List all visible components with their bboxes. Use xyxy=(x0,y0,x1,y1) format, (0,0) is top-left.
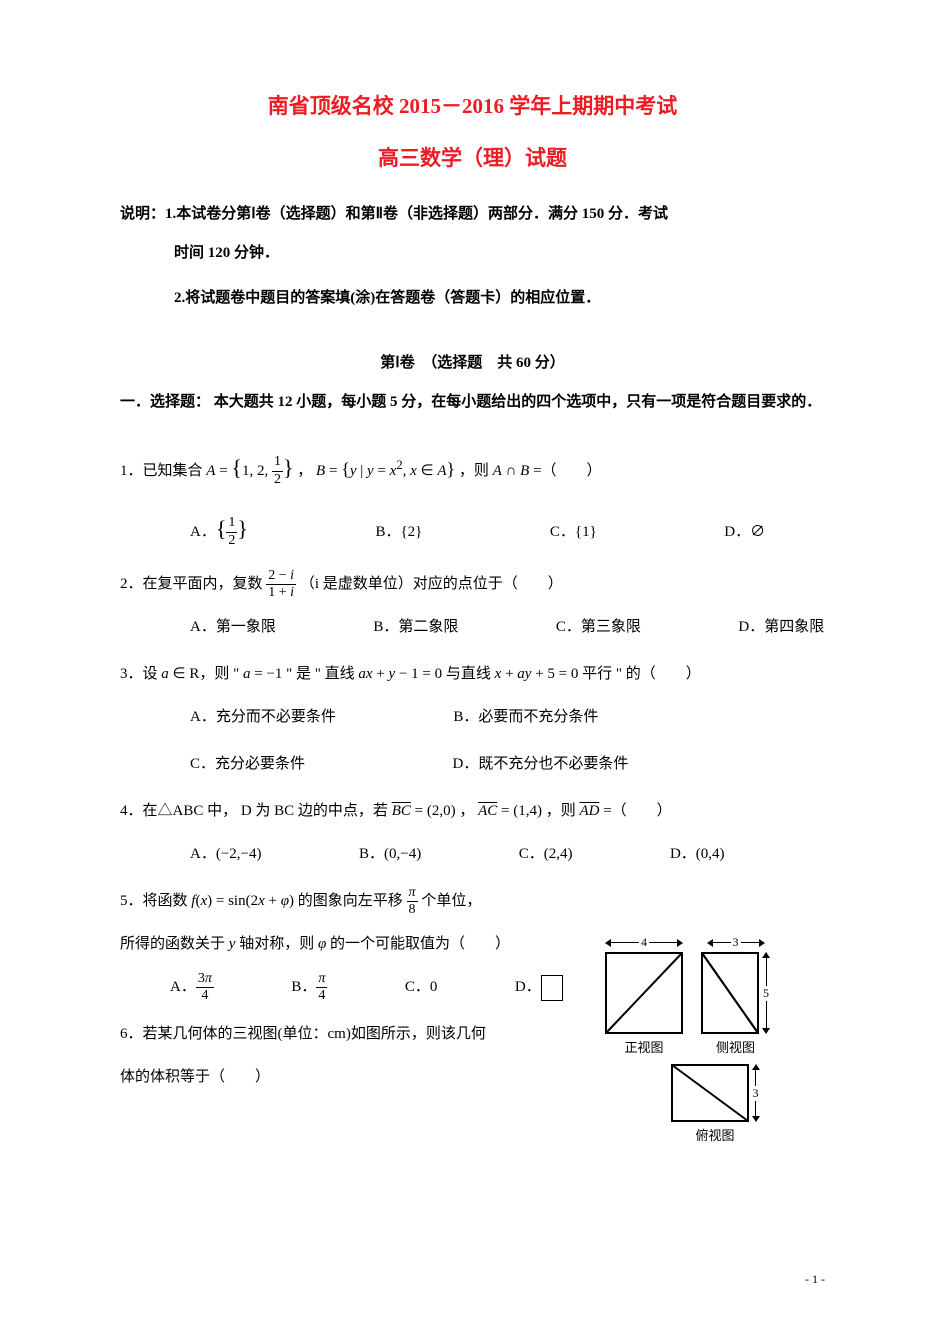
q4-vecAC: AC xyxy=(478,803,497,819)
question-2: 2．在复平面内，复数 2 − i1 + i （i 是虚数单位）对应的点位于（ ） xyxy=(120,565,825,604)
q4-end: =（ ） xyxy=(603,803,671,819)
q5-l1-suffix: 个单位， xyxy=(421,893,481,909)
q2-optA: A．第一象限 xyxy=(190,619,276,635)
q3-options-1: A．充分而不必要条件 B．必要而不充分条件 xyxy=(120,698,825,737)
q5-optB: B．π4 xyxy=(291,979,327,995)
q4-prefix: 4．在△ABC 中， D 为 BC 边的中点，若 xyxy=(120,803,392,819)
title-main: 南省顶级名校 2015－2016 学年上期期中考试 xyxy=(120,90,825,120)
q1-setA: A xyxy=(206,463,215,479)
q2-prefix: 2．在复平面内，复数 xyxy=(120,576,266,592)
instruction-1-text: 说明：1.本试卷分第Ⅰ卷（选择题）和第Ⅱ卷（非选择题）两部分．满分 150 分．… xyxy=(120,206,668,222)
q4-vecBC: BC xyxy=(392,803,411,819)
q1-optB: B．{2} xyxy=(375,524,422,540)
q5-l1-mid: 的图象向左平移 xyxy=(298,893,407,909)
q1-prefix: 1．已知集合 xyxy=(120,463,206,479)
q1-end: =（ ） xyxy=(533,463,601,479)
top-view: 3 俯视图 xyxy=(671,1064,760,1144)
side-dim: 3 xyxy=(731,935,741,950)
question-4: 4．在△ABC 中， D 为 BC 边的中点，若 BC = (2,0) ， AC… xyxy=(120,792,825,831)
q1-optC: C．{1} xyxy=(550,524,597,540)
q4-optA: A．(−2,−4) xyxy=(190,846,262,862)
q4-vecAD: AD xyxy=(579,803,599,819)
instruction-line2: 2.将试题卷中题目的答案填(涂)在答题卷（答题卡）的相应位置． xyxy=(120,282,825,315)
q3-optB: B．必要而不充分条件 xyxy=(453,709,598,725)
front-view: 4 正视图 xyxy=(605,935,683,1056)
q2-optC: C．第三象限 xyxy=(556,619,641,635)
q2-optD: D．第四象限 xyxy=(738,619,824,635)
instruction-1b-text: 时间 120 分钟． xyxy=(174,245,279,261)
q5-optD-box xyxy=(541,975,563,1001)
q5-line2-text: 所得的函数关于 y 轴对称，则 φ 的一个可能取值为（ ） xyxy=(120,936,510,952)
q2-options: A．第一象限 B．第二象限 C．第三象限 D．第四象限 xyxy=(120,608,825,647)
q3-optC: C．充分必要条件 xyxy=(190,756,305,772)
q2-optB: B．第二象限 xyxy=(373,619,458,635)
top-view-svg xyxy=(671,1064,749,1122)
q1-mid: ， xyxy=(297,463,312,479)
q3-optD: D．既不充分也不必要条件 xyxy=(453,756,629,772)
side-label: 侧视图 xyxy=(716,1037,755,1056)
top-label: 俯视图 xyxy=(695,1125,734,1144)
side-view-svg xyxy=(701,952,759,1034)
q4-options: A．(−2,−4) B．(0,−4) C．(2,4) D．(0,4) xyxy=(120,835,825,874)
q3-options-2: C．充分必要条件 D．既不充分也不必要条件 xyxy=(120,745,825,784)
q1-options: A．{12} B．{2} C．{1} D．∅ xyxy=(120,500,825,557)
q4-suffix: ，则 xyxy=(546,803,580,819)
q4-mid: ， xyxy=(459,803,478,819)
instruction-line1: 说明：1.本试卷分第Ⅰ卷（选择题）和第Ⅱ卷（非选择题）两部分．满分 150 分．… xyxy=(120,198,825,231)
q4-optB: B．(0,−4) xyxy=(359,846,421,862)
question-5-line1: 5．将函数 f(x) = sin(2x + φ) 的图象向左平移 π8 个单位， xyxy=(120,882,825,921)
page-number: - 1 - xyxy=(805,1272,825,1287)
three-view-diagram: 4 正视图 3 xyxy=(605,935,825,1148)
q4-ac-val: = (1,4) xyxy=(497,803,542,819)
q5-optA: A．3π4 xyxy=(170,979,214,995)
section-heading: 第Ⅰ卷 （选择题 共 60 分） xyxy=(120,351,825,372)
instruction-2-text: 2.将试题卷中题目的答案填(涂)在答题卷（答题卡）的相应位置． xyxy=(174,290,600,306)
front-view-svg xyxy=(605,952,683,1034)
q5-l1-prefix: 5．将函数 xyxy=(120,893,191,909)
q1-suffix: ，则 xyxy=(459,463,493,479)
q1-optD: D．∅ xyxy=(724,524,765,540)
section-desc: 一．选择题： 本大题共 12 小题，每小题 5 分，在每小题给出的四个选项中，只… xyxy=(120,386,825,419)
front-label: 正视图 xyxy=(624,1037,663,1056)
q2-suffix: （i 是虚数单位）对应的点位于（ ） xyxy=(300,576,563,592)
side-view: 3 5 侧视图 xyxy=(701,935,770,1056)
front-dim: 4 xyxy=(639,935,649,950)
q3-optA: A．充分而不必要条件 xyxy=(190,709,336,725)
q3-stem: 3．设 a ∈ R，则 " a = −1 " 是 " 直线 ax + y − 1… xyxy=(120,666,701,682)
instruction-line1b: 时间 120 分钟． xyxy=(120,237,825,270)
q4-optD: D．(0,4) xyxy=(670,846,725,862)
question-1: 1．已知集合 A = {1, 2, 12} ， B = {y | y = x2,… xyxy=(120,439,825,496)
vert-dim: 5 xyxy=(763,986,769,1001)
title-sub: 高三数学（理）试题 xyxy=(120,142,825,172)
q1-setB: B xyxy=(316,463,325,479)
top-dim: 3 xyxy=(753,1086,759,1101)
question-3: 3．设 a ∈ R，则 " a = −1 " 是 " 直线 ax + y − 1… xyxy=(120,655,825,694)
q5-optD: D． xyxy=(515,979,563,995)
q1-optA: A．{12} xyxy=(190,524,248,540)
q5-optC: C．0 xyxy=(405,979,438,995)
q4-optC: C．(2,4) xyxy=(519,846,573,862)
q4-bc-val: = (2,0) xyxy=(411,803,456,819)
